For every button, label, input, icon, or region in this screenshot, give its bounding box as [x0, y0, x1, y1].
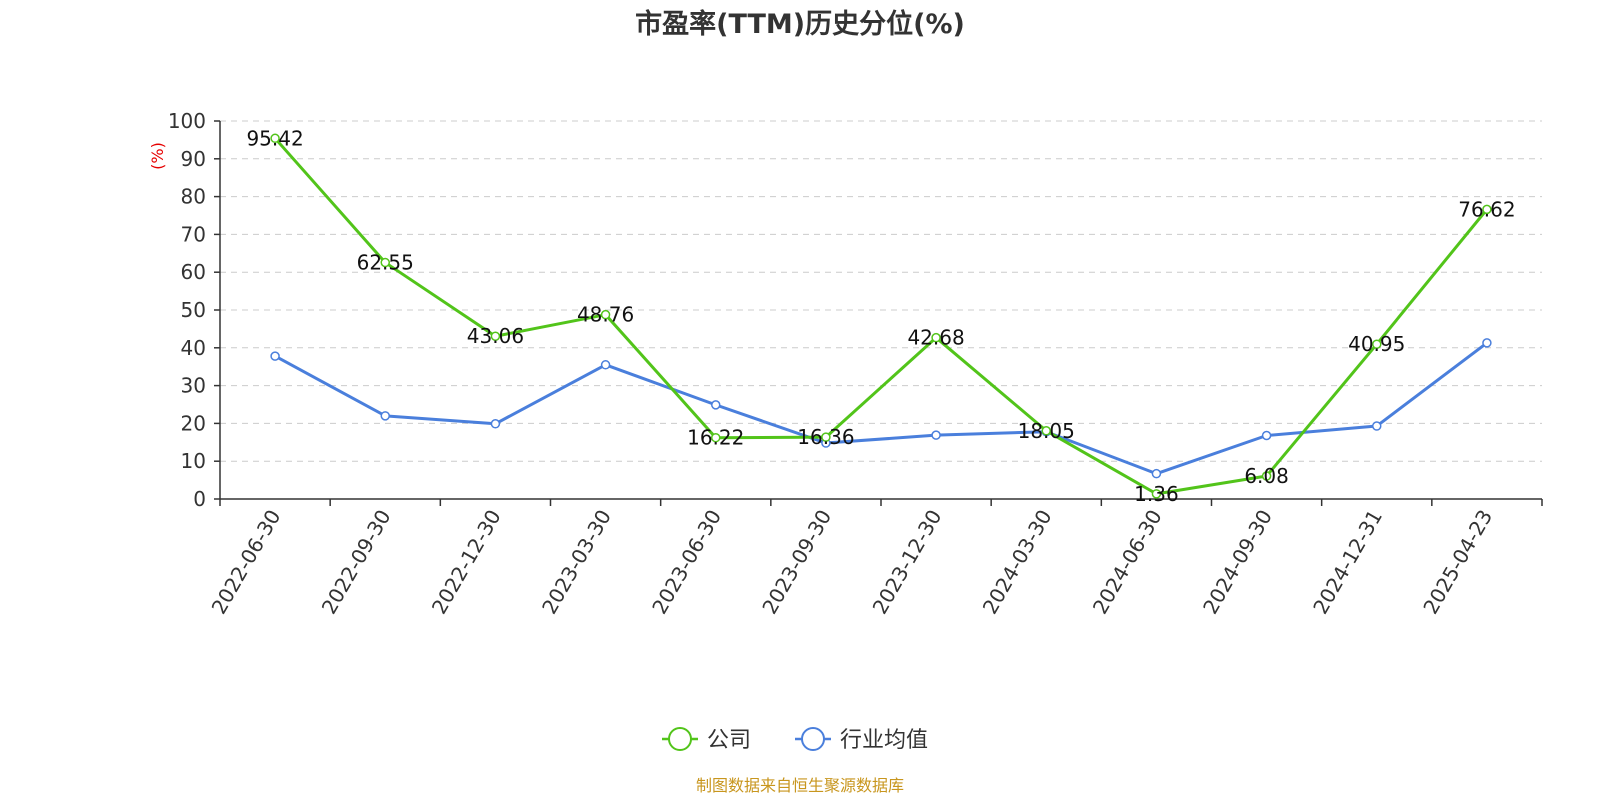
grid-lines: [220, 120, 1542, 462]
data-labels: 95.42 62.55 43.06 48.76 16.22 16.36 42.68 18.05…: [246, 126, 1515, 506]
y-axis-label: (%): [148, 142, 167, 170]
legend-marker: [801, 727, 825, 751]
data-label: 16.36: [797, 425, 854, 449]
source-note: 制图数据来自恒生聚源数据库: [696, 776, 904, 795]
x-tick-label: 2024-03-30: [978, 506, 1057, 619]
data-point[interactable]: [1261, 430, 1272, 441]
data-label: 48.76: [577, 303, 634, 327]
data-point[interactable]: [1372, 421, 1382, 431]
x-tick-label: 2023-03-30: [537, 506, 616, 619]
y-tick-label: 70: [181, 222, 206, 246]
x-tick-label: 2022-12-30: [427, 506, 506, 619]
legend-label: 行业均值: [840, 728, 928, 753]
x-tick-label: 2022-06-30: [207, 506, 286, 619]
data-point[interactable]: [711, 432, 721, 443]
y-tick-label: 20: [181, 411, 206, 435]
data-label: 16.22: [687, 426, 744, 450]
data-label: 6.08: [1244, 464, 1289, 488]
data-point[interactable]: [1482, 204, 1492, 215]
y-tick-label: 30: [181, 374, 206, 398]
data-point[interactable]: [1151, 489, 1162, 499]
data-point[interactable]: [490, 419, 501, 429]
data-point[interactable]: [1261, 471, 1272, 481]
data-point[interactable]: [270, 133, 280, 144]
data-point[interactable]: [380, 411, 390, 421]
chart-title: 市盈率(TTM)历史分位(%): [635, 8, 965, 40]
legend-item[interactable]: 公司: [662, 727, 751, 753]
series-line: [273, 137, 1489, 496]
data-point[interactable]: [821, 432, 831, 442]
data-point[interactable]: [711, 400, 721, 410]
y-tick-label: 100: [168, 109, 206, 133]
data-point[interactable]: [270, 351, 280, 361]
data-label: 43.06: [467, 324, 524, 348]
y-tick-label: 90: [181, 147, 206, 171]
axes: [214, 120, 1543, 506]
x-tick-label: 2025-04-23: [1418, 506, 1497, 619]
legend-label: 公司: [707, 728, 751, 753]
y-tick-label: 50: [181, 298, 206, 322]
data-point[interactable]: [931, 430, 941, 440]
y-tick-label: 80: [181, 185, 206, 209]
data-point[interactable]: [600, 360, 611, 370]
data-label: 1.36: [1134, 482, 1179, 506]
data-point[interactable]: [490, 331, 501, 341]
data-point[interactable]: [1372, 339, 1382, 349]
data-label: 42.68: [907, 326, 964, 350]
data-point[interactable]: [1482, 338, 1492, 348]
data-point[interactable]: [600, 309, 611, 320]
data-point[interactable]: [380, 257, 390, 268]
y-tick-labels: 0 10 20 30 40 50 60 70 80 90 100: [168, 109, 206, 511]
x-tick-label: 2023-09-30: [757, 506, 836, 619]
x-tick-label: 2024-09-30: [1198, 506, 1277, 619]
legend-marker: [668, 727, 692, 751]
data-label: 95.42: [246, 126, 303, 150]
y-tick-label: 60: [181, 260, 206, 284]
x-tick-label: 2023-06-30: [647, 506, 726, 619]
x-tick-labels: 2022-06-30 2022-09-30 2022-12-30 2023-03-30…: [207, 506, 1498, 619]
y-tick-label: 40: [181, 336, 206, 360]
series-layer: [270, 133, 1492, 499]
data-point[interactable]: [1041, 426, 1051, 436]
legend[interactable]: 公司 行业均值: [662, 727, 928, 753]
data-point[interactable]: [1151, 468, 1162, 479]
data-label: 40.95: [1348, 332, 1405, 356]
x-tick-label: 2023-12-30: [868, 506, 947, 619]
data-point[interactable]: [931, 332, 941, 343]
data-label: 18.05: [1018, 419, 1075, 443]
data-label: 76.62: [1458, 197, 1515, 221]
data-label: 62.55: [357, 251, 414, 275]
legend-item[interactable]: 行业均值: [795, 727, 928, 753]
x-tick-label: 2024-06-30: [1088, 506, 1167, 619]
x-tick-label: 2024-12-31: [1308, 506, 1387, 619]
y-tick-label: 10: [181, 449, 206, 473]
y-tick-label: 0: [193, 487, 206, 511]
x-tick-label: 2022-09-30: [317, 506, 396, 619]
series-line: [274, 341, 1488, 476]
